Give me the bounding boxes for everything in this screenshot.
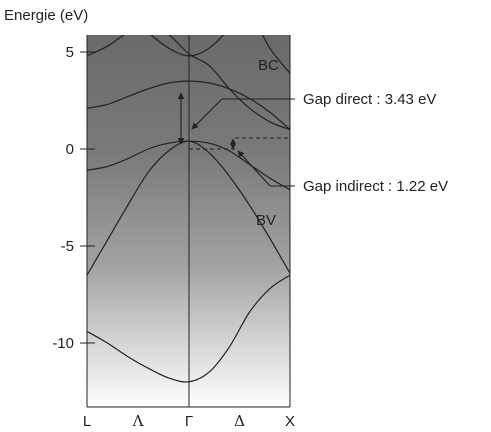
y-axis-label: Energie (eV) [4, 7, 88, 24]
x-tick-label: Λ [132, 412, 144, 430]
x-tick-label: X [285, 413, 295, 430]
direct-gap-annotation: Gap direct : 3.43 eV [303, 91, 436, 108]
band-curve-7 [261, 35, 290, 74]
y-tick-label: 0 [66, 141, 74, 158]
x-tick-label: Δ [234, 412, 245, 430]
direct-gap-pointer [191, 98, 223, 130]
bv-label: BV [256, 212, 276, 229]
x-tick-label: Γ [185, 413, 193, 430]
indirect-gap-annotation: Gap indirect : 1.22 eV [303, 178, 448, 195]
y-tick-label: 5 [66, 44, 74, 61]
y-ticks: 5 0 -5 -10 [52, 44, 95, 352]
indirect-gap-pointer [237, 150, 271, 187]
y-tick-label: -5 [61, 238, 74, 255]
bc-label: BC [258, 57, 279, 74]
y-tick-label: -10 [52, 335, 74, 352]
x-tick-label: L [83, 413, 91, 430]
